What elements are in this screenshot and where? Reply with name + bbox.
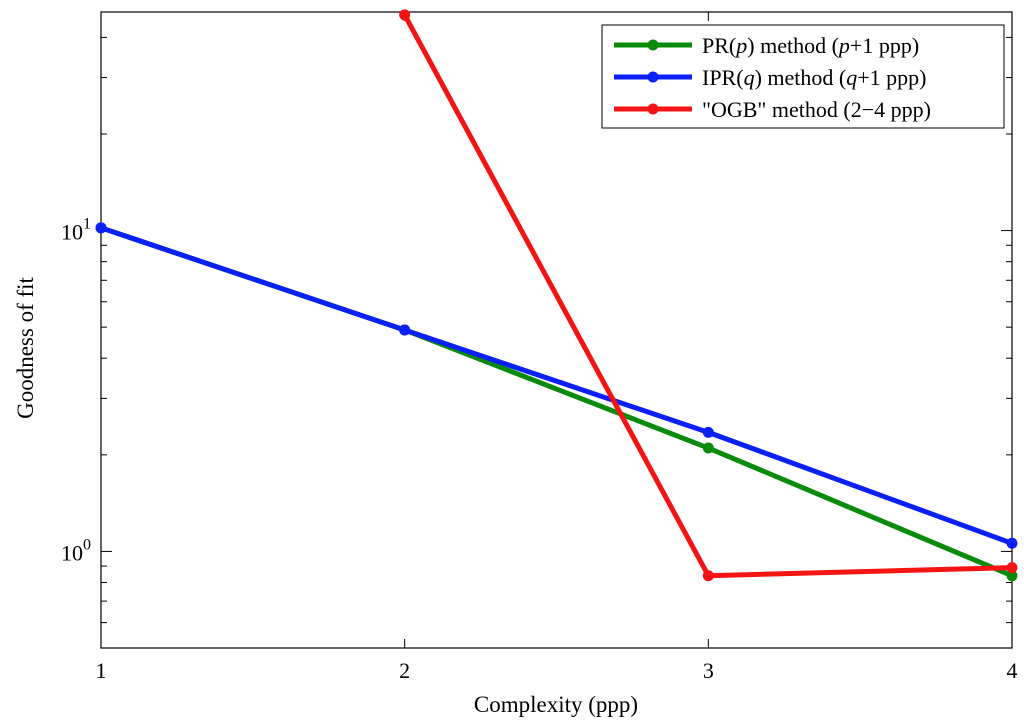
- legend: PR(p) method (p+1 ppp) IPR(q) method (q+1…: [601, 24, 1005, 129]
- legend-marker: [647, 103, 659, 115]
- legend-label: "OGB" method (2−4 ppp): [702, 97, 931, 122]
- legend-label: PR(p) method (p+1 ppp): [702, 33, 919, 58]
- data-point: [1006, 537, 1018, 549]
- data-point: [399, 9, 411, 21]
- axis-ticks: 1 2 3 4 100 101: [61, 12, 1018, 683]
- y-tick-label: 101: [61, 216, 91, 245]
- data-point: [702, 570, 714, 582]
- x-tick-label: 1: [96, 658, 107, 683]
- series-1: [95, 222, 1018, 549]
- data-point: [1006, 570, 1018, 582]
- x-axis-title: Complexity (ppp): [474, 692, 638, 717]
- legend-label: IPR(q) method (q+1 ppp): [702, 65, 926, 90]
- legend-marker: [647, 71, 659, 83]
- series-layer: [95, 9, 1018, 582]
- y-tick-label: 100: [61, 536, 91, 565]
- data-point: [1006, 562, 1018, 574]
- x-tick-label: 3: [703, 658, 714, 683]
- legend-marker: [647, 39, 659, 51]
- data-point: [702, 442, 714, 454]
- x-tick-label: 2: [399, 658, 410, 683]
- series-line: [100, 225, 1013, 546]
- series-2: [399, 9, 1018, 582]
- data-point: [399, 324, 411, 336]
- x-tick-label: 4: [1007, 658, 1018, 683]
- y-axis-title: Goodness of fit: [13, 276, 38, 418]
- data-point: [702, 426, 714, 438]
- data-point: [95, 222, 107, 234]
